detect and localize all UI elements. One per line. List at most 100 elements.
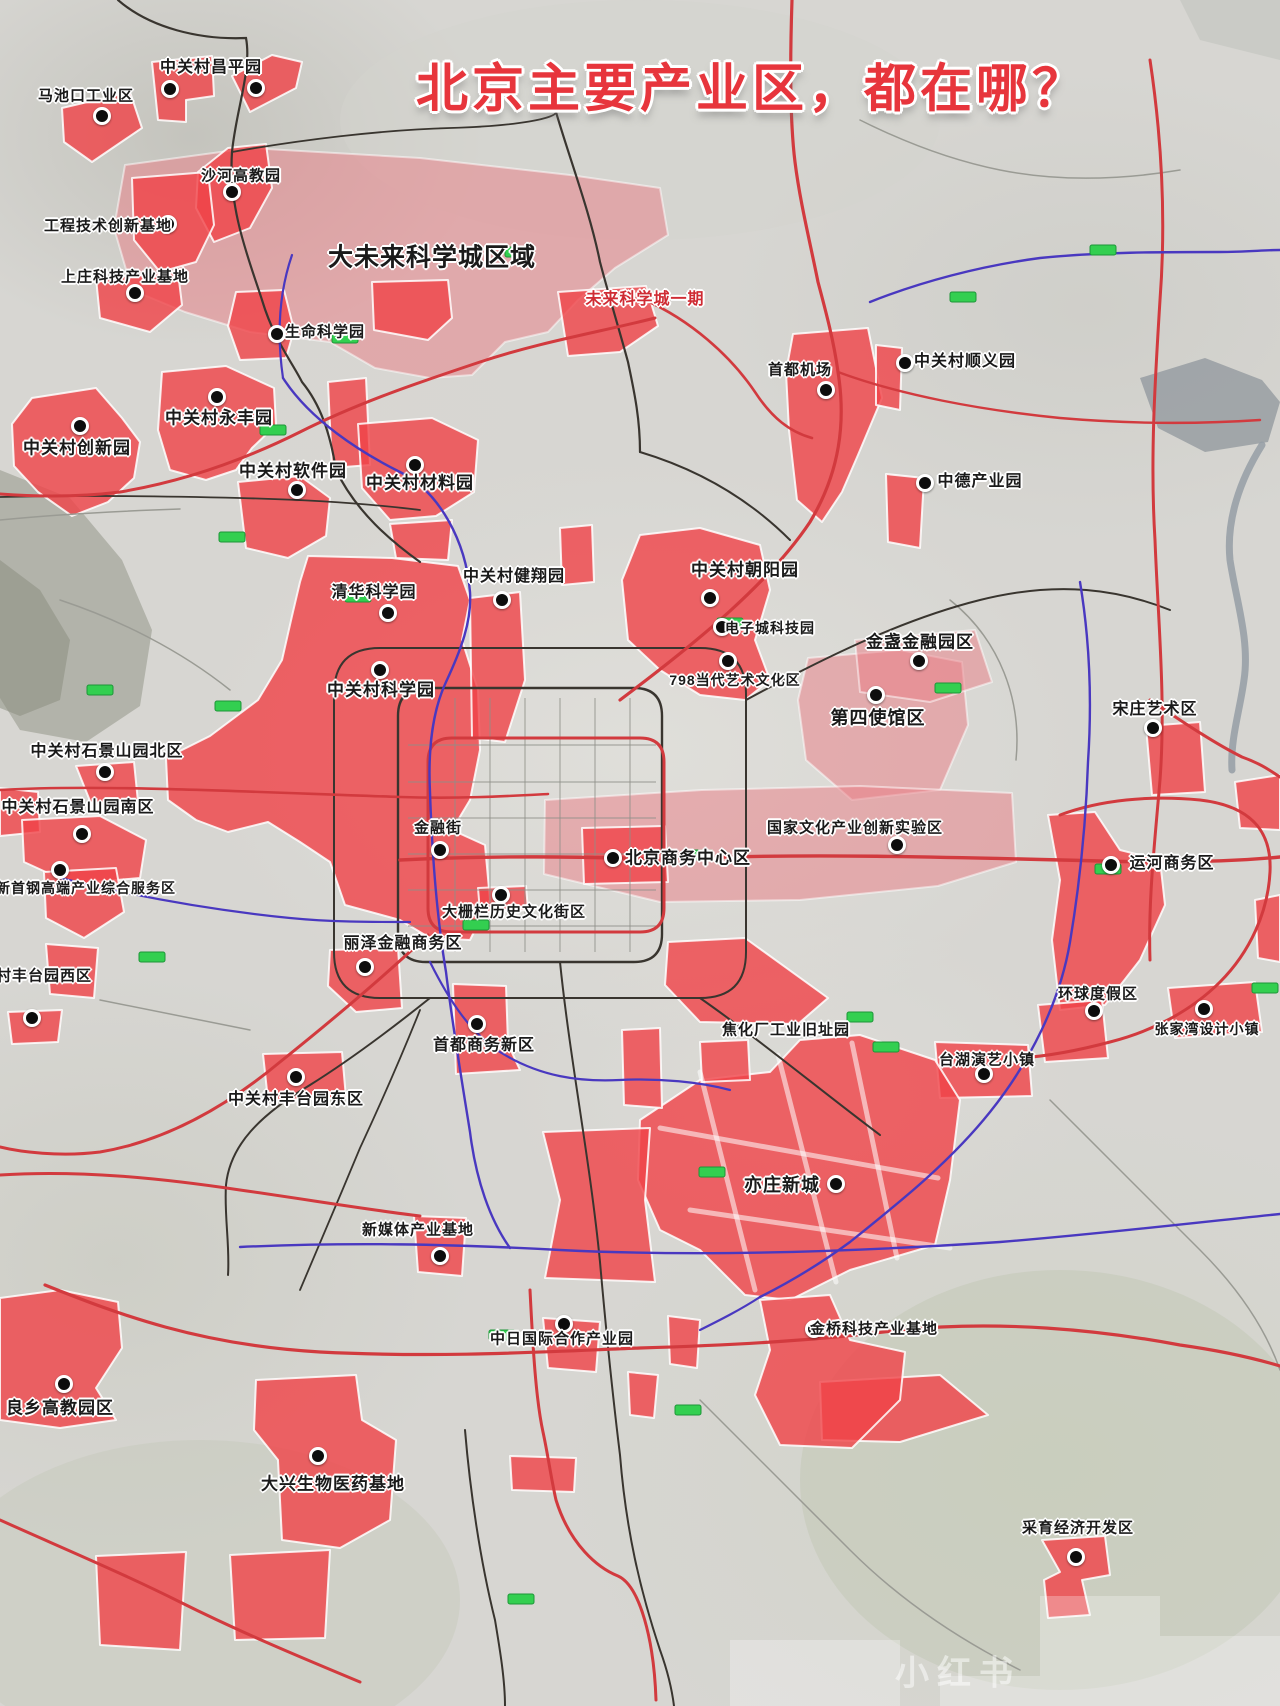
metro-line-badge	[1089, 244, 1117, 256]
metro-line-badge	[507, 1593, 535, 1605]
region-label: 工程技术创新基地	[43, 217, 173, 235]
region-marker-dot	[379, 604, 397, 622]
region-marker-dot	[867, 686, 885, 704]
region-label: 中关村永丰园	[165, 408, 273, 428]
region-label: 中关村丰台园东区	[227, 1091, 365, 1108]
terrain-patch	[1140, 358, 1280, 452]
region-label: 中日国际合作产业园	[489, 1330, 635, 1348]
region-label: 中德产业园	[937, 473, 1023, 490]
gray-road	[99, 999, 251, 1031]
region-label: 金盏金融园区	[866, 632, 974, 652]
region-marker-dot	[23, 1009, 41, 1027]
metro-line-badge	[344, 591, 372, 603]
region-label: 焦化厂工业旧址园	[721, 1021, 851, 1039]
region-label: 北京商务中心区	[625, 848, 751, 868]
industrial-zone	[231, 54, 303, 113]
region-marker-dot	[159, 215, 177, 233]
region-label: 中关村材料园	[366, 473, 474, 493]
region-marker-dot	[268, 325, 286, 343]
metro-line-badge	[331, 332, 359, 344]
region-label: 中关村石景山园北区	[30, 743, 184, 760]
region-label: 新媒体产业基地	[361, 1221, 475, 1239]
region-marker-dot	[701, 589, 719, 607]
zone-gap-lane	[849, 1040, 900, 1261]
region-marker-dot	[71, 417, 89, 435]
region-marker-dot	[431, 841, 449, 859]
dark-road	[554, 110, 642, 454]
region-marker-dot	[827, 1175, 845, 1193]
red-road	[618, 0, 843, 702]
metro-line-badge	[949, 291, 977, 303]
blue-road	[278, 253, 294, 380]
industrial-zone	[237, 475, 331, 559]
region-label: 亦庄新城	[744, 1175, 820, 1195]
mosaic-block	[1040, 1596, 1160, 1706]
region-label: 国家文化产业创新实验区	[766, 819, 944, 837]
red-road	[0, 316, 657, 498]
industrial-zone	[557, 285, 659, 357]
industrial-zone	[885, 473, 925, 549]
region-marker-dot	[356, 958, 374, 976]
region-marker-dot	[93, 107, 111, 125]
region-label: 上庄科技产业基地	[60, 268, 190, 286]
region-marker-dot	[1144, 719, 1162, 737]
region-label: 生命科学园	[284, 323, 366, 341]
region-label: 中关村昌平园	[159, 59, 263, 76]
region-label: 首都机场	[767, 361, 833, 379]
industrial-zone	[754, 1294, 906, 1449]
region-marker-dot	[371, 661, 389, 679]
blue-road	[698, 1295, 762, 1332]
region-label: 马池口工业区	[37, 87, 135, 105]
region-label: 新首钢高端产业综合服务区	[0, 880, 176, 896]
region-marker-dot	[161, 80, 179, 98]
metro-line-badge	[674, 1404, 702, 1416]
dark-road	[224, 997, 431, 1276]
industrial-zone	[327, 947, 403, 1013]
industrial-zone	[157, 365, 277, 481]
metro-line-badge	[218, 531, 246, 543]
blue-road	[428, 960, 732, 1092]
region-marker-dot	[719, 652, 737, 670]
red-road	[528, 1288, 658, 1702]
region-marker-dot	[1195, 1000, 1213, 1018]
red-road	[0, 933, 430, 1156]
watermark: 小红书	[895, 1654, 1021, 1693]
region-marker-dot	[975, 1065, 993, 1083]
region-label: 宋庄艺术区	[1112, 701, 1198, 718]
region-marker-dot	[555, 1315, 573, 1333]
region-label: 金桥科技产业基地	[809, 1320, 939, 1338]
mosaic-block	[730, 1640, 900, 1706]
region-label: 798当代艺术文化区	[669, 672, 801, 688]
gray-road	[0, 508, 181, 521]
region-marker-dot	[431, 1247, 449, 1265]
region-marker-dot	[51, 861, 69, 879]
region-marker-dot	[247, 79, 265, 97]
region-label: 电子城科技园	[725, 620, 815, 636]
industrial-zone	[699, 1039, 751, 1083]
industrial-zone	[75, 761, 139, 807]
red-road	[643, 298, 814, 440]
industrial-zone	[581, 825, 669, 885]
industrial-zone	[7, 1009, 63, 1045]
region-label: 台湖演艺小镇	[938, 1051, 1036, 1069]
region-label: 沙河高教园	[200, 167, 282, 185]
region-marker-dot	[896, 354, 914, 372]
gray-road	[949, 599, 1018, 761]
industrial-zone	[627, 1371, 659, 1419]
dark-road	[396, 686, 664, 964]
industrial-zone	[61, 91, 143, 163]
region-marker-dot	[223, 183, 241, 201]
industrial-zone	[1167, 981, 1263, 1039]
region-marker-dot	[805, 1320, 823, 1338]
blue-road	[58, 876, 412, 924]
metro-line-badge	[259, 424, 287, 436]
region-label: 中关村顺义园	[913, 353, 1017, 370]
region-label: 运河商务区	[1129, 855, 1215, 872]
industrial-zone	[229, 1549, 331, 1641]
region-marker-dot	[73, 825, 91, 843]
region-marker-dot	[406, 456, 424, 474]
dark-road	[231, 111, 557, 153]
